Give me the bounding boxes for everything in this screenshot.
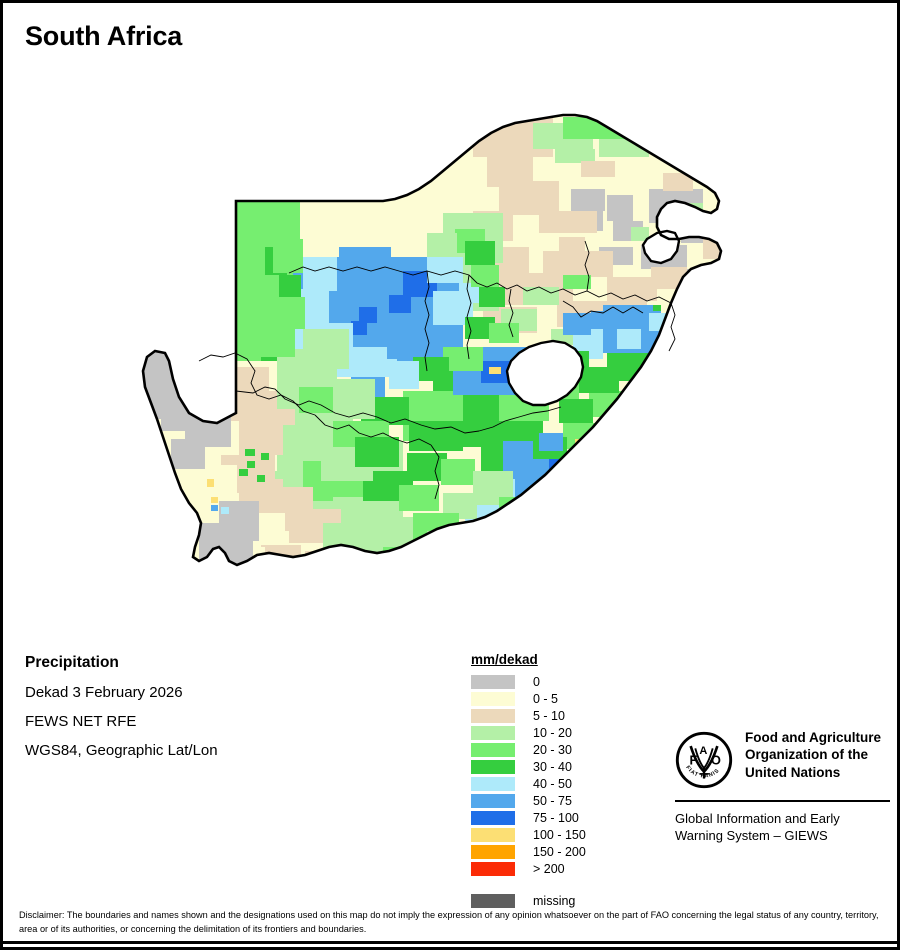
legend-label: 0 - 5 [533, 691, 559, 706]
legend-label: 40 - 50 [533, 776, 572, 791]
legend-swatch-missing [471, 894, 515, 908]
caption-date: Dekad 3 February 2026 [25, 683, 183, 701]
legend-swatch [471, 743, 515, 757]
legend-item: 0 - 5 [471, 691, 651, 708]
legend-item: 150 - 200 [471, 844, 651, 861]
legend-item-missing: missing [471, 893, 651, 910]
province-boundaries [198, 229, 681, 500]
svg-text:A: A [699, 745, 707, 757]
legend-item: 5 - 10 [471, 708, 651, 725]
legend-swatch [471, 709, 515, 723]
svg-text:O: O [711, 753, 721, 768]
legend-item: 20 - 30 [471, 742, 651, 759]
legend-label: 10 - 20 [533, 725, 572, 740]
caption-projection: WGS84, Geographic Lat/Lon [25, 741, 218, 759]
giews-name: Global Information and Early Warning Sys… [675, 811, 890, 845]
legend-item: 30 - 40 [471, 759, 651, 776]
legend-swatch [471, 777, 515, 791]
legend-label: 5 - 10 [533, 708, 565, 723]
legend-swatch [471, 828, 515, 842]
fao-branding: F A O FIAT PANIS Food and Agriculture Or… [675, 729, 890, 845]
legend-item: 50 - 75 [471, 793, 651, 810]
legend-item: 40 - 50 [471, 776, 651, 793]
legend-swatch [471, 811, 515, 825]
precipitation-raster [133, 101, 741, 599]
caption-source: FEWS NET RFE [25, 712, 137, 730]
country-outline [141, 113, 723, 567]
legend-swatch [471, 760, 515, 774]
map-caption: Precipitation Dekad 3 February 2026 FEWS… [25, 655, 425, 772]
fao-logo-icon: F A O FIAT PANIS [675, 731, 733, 789]
map-svg [133, 101, 741, 599]
legend-label: 20 - 30 [533, 742, 572, 757]
fao-divider [675, 800, 890, 802]
legend-label: 100 - 150 [533, 827, 586, 842]
legend-item: 75 - 100 [471, 810, 651, 827]
legend-swatch [471, 675, 515, 689]
legend-label: 30 - 40 [533, 759, 572, 774]
svg-text:F: F [690, 753, 698, 768]
legend-label: 0 [533, 674, 540, 689]
caption-heading: Precipitation [25, 654, 119, 671]
fao-name-line3: United Nations [745, 764, 841, 780]
legend-spacer [471, 878, 651, 893]
legend-swatch [471, 726, 515, 740]
legend-label: 150 - 200 [533, 844, 586, 859]
giews-line2: Warning System – GIEWS [675, 827, 828, 843]
legend-label: > 200 [533, 861, 565, 876]
legend-label: 50 - 75 [533, 793, 572, 808]
giews-line1: Global Information and Early [675, 811, 840, 826]
page-title: South Africa [25, 21, 183, 51]
legend-title: mm/dekad [471, 652, 538, 667]
fao-name-line1: Food and Agriculture [745, 730, 881, 745]
legend-label: 75 - 100 [533, 810, 579, 825]
legend-swatch [471, 862, 515, 876]
map-legend: mm/dekad 0 0 - 5 5 - 10 10 - 20 20 - 30 … [471, 653, 651, 910]
legend-swatch [471, 845, 515, 859]
legend-item: 10 - 20 [471, 725, 651, 742]
fao-name-line2: Organization of the [745, 747, 868, 763]
legend-item: 0 [471, 674, 651, 691]
legend-item: > 200 [471, 861, 651, 878]
legend-swatch [471, 692, 515, 706]
disclaimer-divider [3, 941, 897, 944]
precipitation-map[interactable] [3, 61, 897, 631]
fao-name: Food and Agriculture Organization of the… [745, 729, 881, 781]
legend-swatch [471, 794, 515, 808]
legend-item: 100 - 150 [471, 827, 651, 844]
legend-label-missing: missing [533, 893, 576, 908]
disclaimer-text: Disclaimer: The boundaries and names sho… [19, 910, 879, 935]
